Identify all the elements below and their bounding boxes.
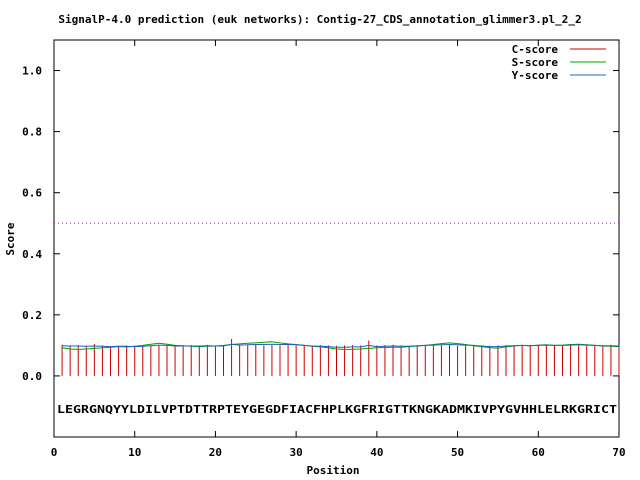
x-tick-label: 70 [612, 446, 625, 459]
legend-label-y-score: Y-score [512, 69, 559, 82]
legend-label-c-score: C-score [512, 43, 559, 56]
y-axis-label: Score [4, 222, 17, 255]
chart-title: SignalP-4.0 prediction (euk networks): C… [58, 13, 581, 26]
y-tick-label: 0.8 [22, 126, 42, 139]
x-tick-label: 50 [451, 446, 464, 459]
y-tick-label: 0.2 [22, 309, 42, 322]
y-tick-label: 0.0 [22, 370, 42, 383]
x-tick-label: 10 [128, 446, 141, 459]
c-score-series [61, 338, 620, 376]
plot-frame [53, 39, 620, 438]
y-tick-labels: 0.0 0.2 0.4 0.6 0.8 1.0 [22, 65, 42, 383]
x-tick-label: 40 [370, 446, 383, 459]
x-axis-label: Position [307, 464, 360, 477]
axis-ticks [53, 40, 620, 437]
x-tick-labels: 0 10 20 30 40 50 60 70 [51, 446, 626, 459]
y-tick-label: 0.6 [22, 187, 42, 200]
y-score-series [62, 343, 620, 348]
x-tick-label: 0 [51, 446, 58, 459]
y-tick-label: 0.4 [22, 248, 42, 261]
legend: C-score S-score Y-score [512, 43, 606, 82]
sequence-text: LEGRGNQYYLDILVPTDTTRPTEYGEGDFIACFHPLKGFR… [57, 403, 617, 416]
legend-label-s-score: S-score [512, 56, 559, 69]
x-tick-label: 20 [209, 446, 222, 459]
x-tick-label: 60 [532, 446, 545, 459]
x-tick-label: 30 [290, 446, 303, 459]
y-tick-label: 1.0 [22, 65, 42, 78]
